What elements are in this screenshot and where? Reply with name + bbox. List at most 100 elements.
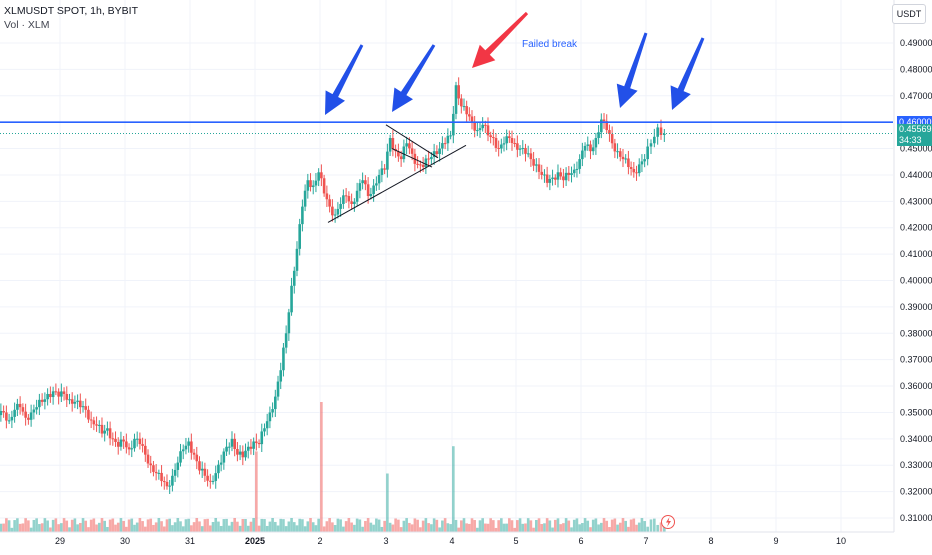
candle-body (271, 409, 274, 413)
volume-bar (608, 527, 611, 532)
candle-body (222, 451, 226, 463)
volume-bar (81, 518, 85, 532)
time-tick-label: 4 (449, 536, 454, 546)
candle-body (133, 438, 136, 449)
time-axis[interactable]: 29 30 31 2025 2 3 4 5 6 7 8 9 10 (0, 531, 894, 546)
candle-body (135, 438, 139, 440)
candle-body (227, 446, 231, 448)
candle-body (597, 132, 600, 138)
candle-body (532, 159, 535, 166)
candle-body (168, 485, 171, 487)
candle-body (575, 168, 579, 170)
candle-body (0, 411, 3, 416)
current-price-tag: 0.45569 34:33 (897, 124, 932, 146)
volume-bar (200, 526, 204, 532)
volume-bar (505, 523, 508, 532)
candle-body (311, 185, 315, 188)
alert-icon[interactable] (661, 515, 675, 529)
volume-bar (244, 518, 247, 532)
volume-bar (68, 527, 71, 532)
candle-body (489, 135, 492, 138)
candle-body (350, 201, 353, 204)
candle-body (624, 158, 627, 160)
volume-bar (383, 520, 386, 532)
candle-body (570, 173, 573, 175)
candle-body (301, 206, 304, 225)
volume-bar (21, 523, 25, 532)
volume-bar (629, 519, 633, 532)
candle-body (181, 449, 185, 452)
candle-body (454, 85, 458, 114)
volume-bar (526, 518, 530, 532)
candle-body (629, 167, 633, 169)
volume-bar (303, 526, 307, 532)
candle-body (97, 424, 101, 426)
candle-body (419, 164, 422, 166)
volume-bar (529, 520, 533, 532)
candle-body (663, 133, 666, 135)
volume-bar (438, 527, 441, 532)
volume-bar (559, 524, 562, 532)
candle-body (276, 381, 280, 397)
volume-label[interactable]: Vol · XLM (4, 19, 50, 31)
candle-body (497, 147, 500, 149)
volume-bar (13, 520, 16, 532)
volume-bar (79, 522, 82, 532)
volume-bar (301, 519, 304, 532)
candle-body (386, 151, 389, 170)
volume-bar (624, 520, 627, 532)
volume-bar (358, 519, 362, 532)
volume-bar (510, 520, 514, 532)
time-tick-label: 9 (773, 536, 778, 546)
volume-bar (2, 523, 5, 532)
candle-body (32, 409, 36, 413)
candle-body (217, 464, 220, 474)
volume-bar (171, 525, 174, 532)
volume-bar (24, 518, 27, 532)
volume-bar (468, 523, 471, 532)
candle-body (43, 399, 47, 402)
currency-button[interactable]: USDT (892, 4, 926, 24)
candle-body (486, 125, 490, 136)
candle-body (119, 439, 123, 447)
volume-bar (206, 518, 209, 532)
arrows (325, 11, 705, 115)
symbol-title[interactable]: XLMUSDT SPOT, 1h, BYBIT (4, 5, 139, 17)
volume-bar (38, 524, 41, 532)
candle-body (24, 411, 27, 418)
volume-bar (643, 521, 646, 532)
volume-bar (89, 519, 93, 532)
volume-bar (173, 522, 177, 532)
volume-bar (65, 520, 69, 532)
candle-body (192, 452, 196, 455)
failed-break-annotation: Failed break (522, 39, 578, 50)
candle-body (73, 401, 77, 404)
candle-body (421, 164, 425, 168)
volume-bar (7, 520, 11, 532)
candle-body (505, 136, 508, 144)
candle-body (364, 180, 367, 185)
volume-bar (470, 518, 474, 532)
volume-bar (130, 518, 134, 532)
candle-body (610, 134, 614, 144)
time-tick-label: 7 (643, 536, 648, 546)
volume-bar (209, 525, 212, 532)
volume-bars (0, 402, 666, 532)
candle-body (13, 409, 16, 417)
candle-body (246, 446, 250, 451)
volume-bar (388, 522, 392, 532)
candle-body (502, 143, 506, 145)
candle-body (125, 441, 128, 448)
candle-body (470, 116, 474, 123)
volume-bar (532, 527, 535, 532)
countdown-label: 34:33 (899, 135, 922, 145)
volume-bar (635, 524, 638, 532)
price-axis[interactable]: 0.490000.480000.470000.460000.450000.440… (893, 0, 932, 532)
candle-body (605, 121, 609, 131)
volume-bar (192, 522, 196, 532)
volume-bar (306, 521, 310, 532)
candle-body (290, 285, 293, 313)
volume-bar (640, 518, 644, 532)
